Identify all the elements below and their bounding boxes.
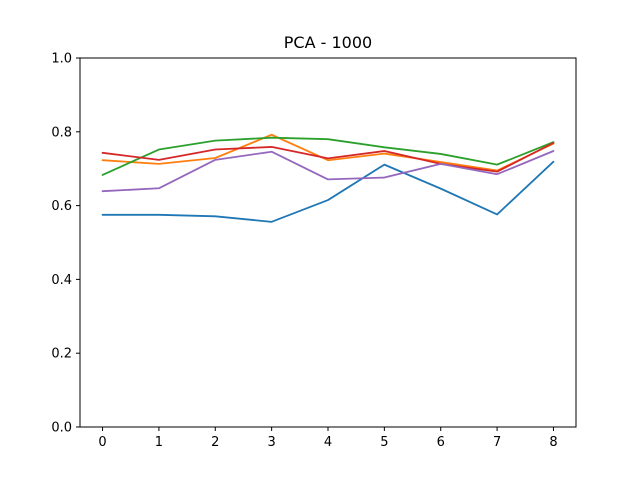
series-line-1: [101, 160, 555, 223]
y-tick-label: 0.8: [51, 125, 72, 140]
y-tick-label: 0.0: [51, 421, 72, 436]
y-tick-label: 0.6: [51, 199, 72, 214]
series-group: [101, 133, 555, 223]
x-tick-label: 0: [98, 435, 106, 450]
x-tick-label: 8: [549, 435, 557, 450]
x-tick-label: 1: [155, 435, 163, 450]
x-tick-label: 2: [211, 435, 219, 450]
x-tick-label: 6: [437, 435, 445, 450]
x-tick-label: 3: [267, 435, 275, 450]
x-tick-label: 7: [493, 435, 501, 450]
x-tick-label: 4: [324, 435, 332, 450]
series-line-5: [101, 150, 555, 193]
series-line-4: [101, 141, 555, 173]
y-tick-label: 0.2: [51, 347, 72, 362]
y-tick-label: 0.4: [51, 273, 72, 288]
series-line-2: [101, 133, 555, 172]
x-axis: 0 1 2 3 4 5 6 7 8: [98, 427, 558, 450]
x-tick-label: 5: [380, 435, 388, 450]
y-axis: 0.0 0.2 0.4 0.6 0.8 1.0: [51, 52, 80, 436]
y-tick-label: 1.0: [51, 52, 72, 67]
plot-frame: [79, 57, 577, 428]
series-line-3: [101, 136, 555, 176]
chart-title: PCA - 1000: [284, 33, 372, 52]
